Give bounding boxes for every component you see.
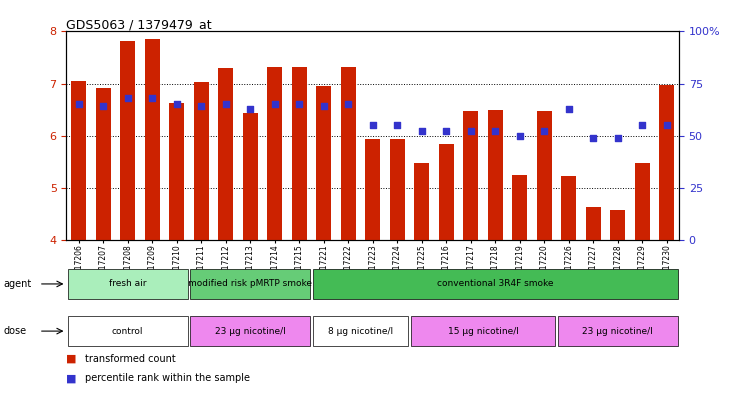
Text: 15 μg nicotine/l: 15 μg nicotine/l [447, 327, 518, 336]
Text: GDS5063 / 1379479_at: GDS5063 / 1379479_at [66, 18, 212, 31]
Point [342, 101, 354, 107]
Bar [313, 316, 408, 346]
Bar [390, 139, 404, 240]
Point [244, 105, 256, 112]
Point [122, 95, 134, 101]
Point [146, 95, 158, 101]
Text: fresh air: fresh air [109, 279, 146, 288]
Point [220, 101, 232, 107]
Bar [610, 210, 625, 240]
Bar [145, 39, 159, 240]
Point [170, 101, 182, 107]
Bar [190, 269, 310, 299]
Bar [190, 316, 310, 346]
Bar [586, 208, 601, 240]
Text: transformed count: transformed count [85, 354, 176, 364]
Bar [341, 67, 356, 240]
Point [196, 103, 207, 110]
Point [636, 122, 648, 128]
Bar [414, 163, 429, 240]
Text: ■: ■ [66, 354, 77, 364]
Bar [439, 145, 454, 240]
Point [318, 103, 330, 110]
Bar [194, 83, 209, 240]
Text: 8 μg nicotine/l: 8 μg nicotine/l [328, 327, 393, 336]
Text: control: control [112, 327, 143, 336]
Bar [68, 316, 187, 346]
Bar [410, 316, 555, 346]
Point [489, 128, 501, 134]
Bar [558, 316, 677, 346]
Point [587, 134, 599, 141]
Bar [292, 67, 306, 240]
Point [97, 103, 109, 110]
Point [73, 101, 85, 107]
Bar [120, 41, 135, 240]
Text: conventional 3R4F smoke: conventional 3R4F smoke [437, 279, 554, 288]
Text: agent: agent [4, 279, 32, 289]
Point [538, 128, 550, 134]
Bar [488, 110, 503, 240]
Point [441, 128, 452, 134]
Point [415, 128, 427, 134]
Bar [68, 269, 187, 299]
Text: 23 μg nicotine/l: 23 μg nicotine/l [215, 327, 286, 336]
Bar [317, 86, 331, 240]
Bar [169, 103, 184, 240]
Bar [562, 176, 576, 240]
Bar [72, 81, 86, 240]
Bar [365, 139, 380, 240]
Point [661, 122, 672, 128]
Text: modified risk pMRTP smoke: modified risk pMRTP smoke [188, 279, 312, 288]
Text: 23 μg nicotine/l: 23 μg nicotine/l [582, 327, 653, 336]
Bar [243, 113, 258, 240]
Bar [463, 110, 478, 240]
Point [465, 128, 477, 134]
Bar [512, 174, 527, 240]
Bar [96, 88, 111, 240]
Bar [659, 85, 674, 240]
Point [367, 122, 379, 128]
Point [269, 101, 280, 107]
Text: percentile rank within the sample: percentile rank within the sample [85, 373, 250, 383]
Point [563, 105, 575, 112]
Bar [218, 68, 233, 240]
Bar [635, 163, 649, 240]
Point [293, 101, 305, 107]
Bar [537, 111, 551, 240]
Text: dose: dose [4, 326, 27, 336]
Point [514, 132, 525, 139]
Text: ■: ■ [66, 373, 77, 383]
Point [391, 122, 403, 128]
Point [612, 134, 624, 141]
Bar [313, 269, 677, 299]
Bar [267, 67, 282, 240]
